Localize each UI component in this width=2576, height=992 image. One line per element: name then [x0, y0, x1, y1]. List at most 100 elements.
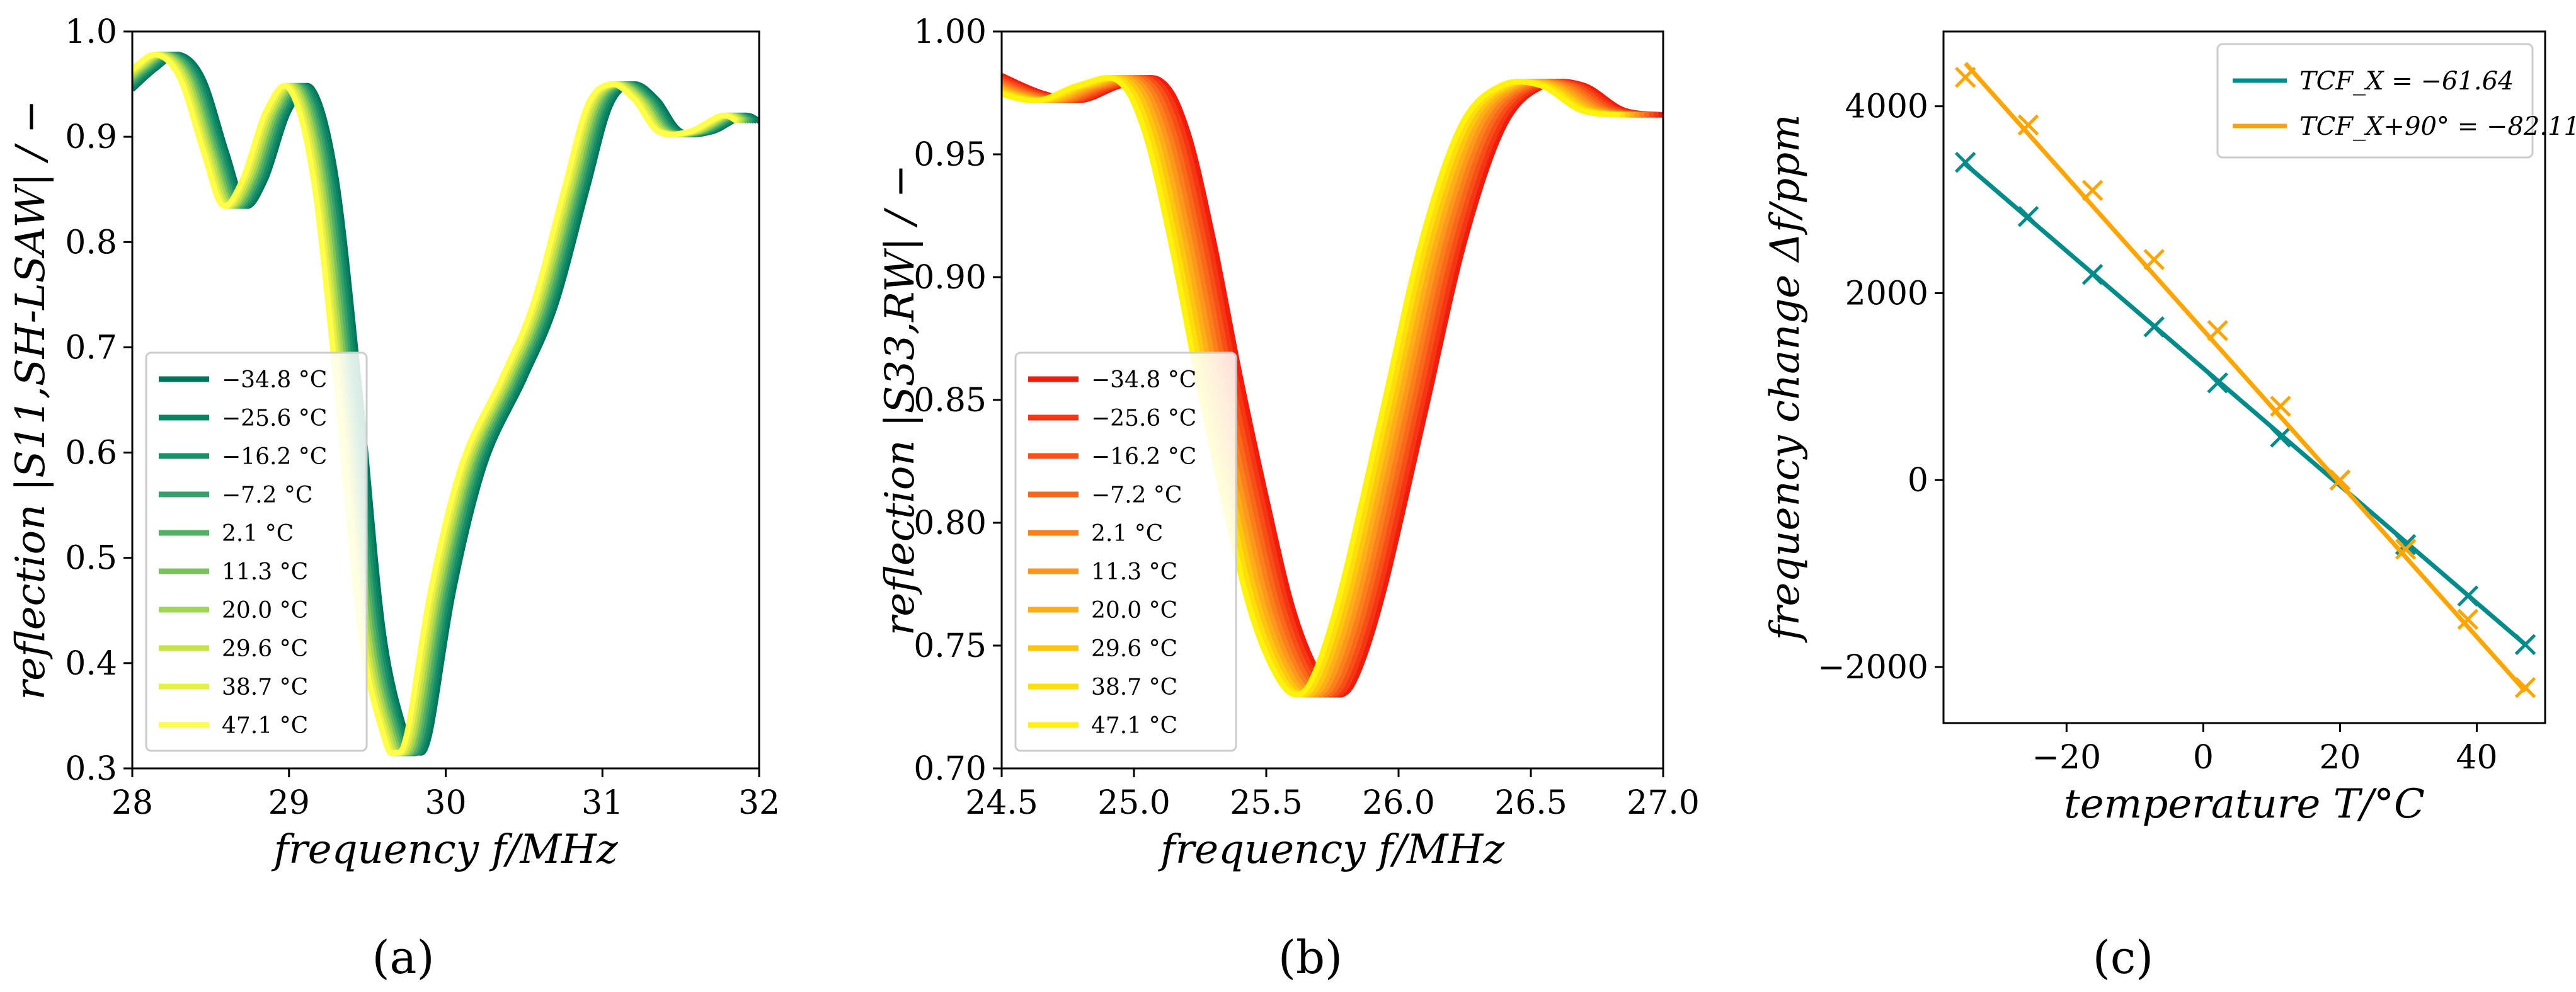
legend-label: 11.3 °C	[222, 559, 308, 585]
x-axis: 28 29 30 31 32	[112, 768, 780, 822]
legend-label: 20.0 °C	[1091, 598, 1177, 624]
plot-frame	[1000, 30, 1664, 770]
y-tick-label: 0	[1908, 462, 1928, 499]
legend-box	[145, 351, 368, 752]
fit-line-0	[1964, 162, 2527, 647]
y-tick-label: 0.3	[65, 750, 117, 788]
data-point	[2457, 585, 2479, 607]
x-tick-label: −20	[2032, 739, 2101, 777]
y-tick-label: 0.4	[65, 645, 117, 683]
data-point	[2207, 320, 2228, 341]
y-axis: 0.3 0.4 0.5 0.6 0.7 0.8 0.9 1.0	[65, 13, 132, 788]
x-axis-label: frequency f/MHz	[1158, 826, 1505, 873]
x-tick-label: 25.0	[1097, 784, 1171, 822]
x-axis-label: frequency f/MHz	[271, 826, 618, 873]
y-tick-label: 0.90	[913, 259, 987, 297]
series-line-8	[1002, 75, 1626, 698]
data-point	[2207, 372, 2228, 394]
data-point	[2081, 180, 2104, 202]
legend-label: TCF_X+90° = −82.11	[2299, 112, 2576, 141]
x-tick-label: 26.0	[1362, 784, 1435, 822]
x-tick-label: 28	[112, 784, 153, 822]
legend-label: 29.6 °C	[1091, 636, 1177, 662]
data-point	[2143, 249, 2165, 270]
y-axis-label: frequency change Δf/ppm	[1762, 114, 1809, 643]
legend-label: 2.1 °C	[1091, 521, 1163, 547]
data-point	[2017, 206, 2039, 227]
legend-label: −16.2 °C	[222, 444, 327, 470]
legend-label: 29.6 °C	[222, 636, 308, 662]
panel-label-c: (c)	[2093, 931, 2154, 984]
panel-label-a: (a)	[372, 931, 434, 984]
legend-label: 11.3 °C	[1091, 559, 1177, 585]
x-tick-label: 32	[738, 784, 780, 822]
data-point	[2514, 634, 2536, 656]
y-axis-label: reflection |S33,RW| / −	[877, 164, 924, 636]
y-tick-label: 1.0	[65, 13, 117, 51]
legend: TCF_X = −61.64 TCF_X+90° = −82.11	[2216, 43, 2576, 159]
data-point	[2270, 396, 2291, 417]
x-tick-label: 24.5	[965, 784, 1038, 822]
data-point	[2329, 469, 2351, 491]
legend-label: 2.1 °C	[222, 521, 294, 547]
x-tick-label: 26.5	[1494, 784, 1567, 822]
y-tick-label: 0.5	[65, 540, 117, 578]
x-tick-label: 25.5	[1230, 784, 1303, 822]
x-axis-label: temperature T/°C	[2064, 781, 2425, 828]
x-axis: −20 0 20 40	[2032, 723, 2498, 777]
data-point	[1954, 151, 1976, 173]
data-point	[2457, 608, 2479, 630]
series-line-6	[1002, 75, 1635, 698]
legend-label: −7.2 °C	[1091, 482, 1182, 508]
y-tick-label: 0.95	[913, 136, 987, 174]
x-tick-label: 40	[2456, 739, 2497, 777]
x-axis: 24.5 25.0 25.5 26.0 26.5 27.0	[965, 768, 1700, 822]
data-point	[2270, 426, 2291, 448]
x-tick-label: 27.0	[1627, 784, 1700, 822]
legend-label: −7.2 °C	[222, 482, 312, 508]
legend: −34.8 °C −25.6 °C −16.2 °C −7.2 °C 2.1 °C 11.…	[1014, 351, 1237, 752]
legend-label: 20.0 °C	[222, 598, 308, 624]
x-tick-label: 20	[2319, 739, 2361, 777]
series-line-5	[1002, 75, 1640, 698]
chart-b: 24.5 25.0 25.5 26.0 26.5 27.0 0.70 0.75 0.80 0.85…	[877, 13, 1700, 873]
legend-label: TCF_X = −61.64	[2299, 67, 2514, 96]
legend-label: −16.2 °C	[1091, 444, 1196, 470]
legend-label: 38.7 °C	[222, 675, 308, 700]
series-line-2	[1002, 75, 1654, 698]
series-line-4	[1002, 75, 1645, 698]
legend-label: −34.8 °C	[222, 367, 327, 393]
y-tick-label: 0.85	[913, 382, 987, 419]
x-tick-label: 31	[581, 784, 623, 822]
plot-area	[1002, 73, 1663, 698]
legend-box	[1014, 351, 1237, 752]
legend-label: 47.1 °C	[1091, 713, 1177, 739]
legend-label: −34.8 °C	[1091, 367, 1196, 393]
data-point	[1954, 66, 1976, 88]
legend-label: 38.7 °C	[1091, 675, 1177, 700]
plot-frame	[131, 30, 760, 770]
fit-line-1	[1964, 62, 2527, 693]
y-tick-label: 0.70	[913, 750, 987, 788]
y-tick-label: 0.80	[913, 505, 987, 542]
data-point	[2081, 264, 2104, 285]
data-point	[2395, 539, 2417, 560]
legend-label: 47.1 °C	[222, 713, 308, 739]
x-tick-label: 0	[2193, 739, 2214, 777]
y-tick-label: 2000	[1845, 275, 1928, 312]
plot-area	[132, 52, 759, 756]
y-tick-label: 0.75	[913, 627, 987, 665]
plot-frame	[1942, 30, 2546, 724]
data-point	[2017, 114, 2039, 136]
legend-label: −25.6 °C	[1091, 406, 1196, 431]
y-axis: −2000 0 2000 4000	[1818, 88, 1943, 687]
y-tick-label: 0.7	[65, 329, 117, 367]
x-tick-label: 29	[268, 784, 310, 822]
y-axis-label: reflection |S11,SH-LSAW| / −	[8, 100, 54, 700]
y-tick-label: 0.9	[65, 118, 117, 156]
chart-c: −20 0 20 40 −2000 0 2000 4000 temperature T/°C fr…	[1762, 30, 2576, 828]
y-axis: 0.70 0.75 0.80 0.85 0.90 0.95 1.00	[913, 13, 1002, 788]
legend-label: −25.6 °C	[222, 406, 327, 431]
series-line-7	[1002, 75, 1630, 698]
